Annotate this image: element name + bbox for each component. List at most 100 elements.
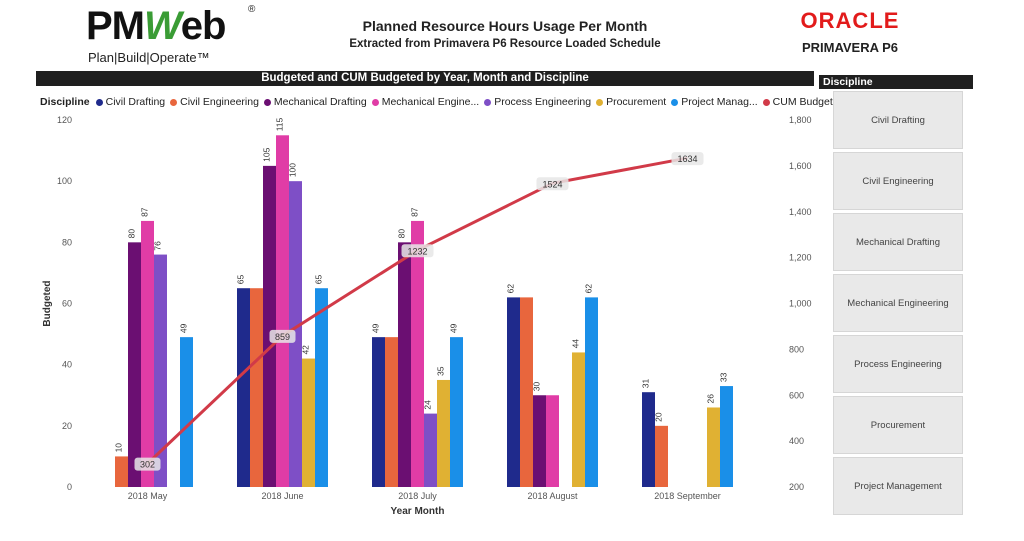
legend-label: CUM Budgeted xyxy=(772,96,845,108)
legend-marker xyxy=(596,98,604,106)
line-label-bg xyxy=(269,329,296,343)
oracle-wordmark: ORACLE xyxy=(800,8,900,33)
bar-data-label: 35 xyxy=(436,366,446,376)
x-tick-label: 2018 May xyxy=(128,491,168,501)
bar-data-label: 87 xyxy=(410,207,420,217)
bar-data-label: 115 xyxy=(275,117,285,131)
bar-data-label: 26 xyxy=(706,394,716,404)
legend-label: Procurement xyxy=(606,96,667,108)
legend-item-cum-budgeted[interactable]: CUM Budgeted xyxy=(762,96,845,108)
slicer-item-mechanical-engineering[interactable]: Mechanical Engineering xyxy=(833,274,963,332)
combo-chart: 0 20 40 60 80 100 120 200 400 600 800 1,000 1,200 1,4… xyxy=(42,115,812,517)
y-tick-label: 100 xyxy=(57,176,72,186)
slicer-item-project-management[interactable]: Project Management xyxy=(833,457,963,515)
bar xyxy=(315,288,328,487)
legend-marker xyxy=(484,98,492,106)
line-data-label: 302 xyxy=(140,460,155,470)
bar xyxy=(180,337,193,487)
legend-item-civil-engineering[interactable]: Civil Engineering xyxy=(170,96,259,108)
y2-tick-label: 1,400 xyxy=(789,207,812,217)
slicer-item-process-engineering[interactable]: Process Engineering xyxy=(833,335,963,393)
slicer-item-procurement[interactable]: Procurement xyxy=(833,396,963,454)
x-tick-label: 2018 July xyxy=(398,491,437,501)
bar-data-label: 42 xyxy=(301,345,311,355)
slicer-title: Discipline xyxy=(819,75,973,89)
legend-marker xyxy=(371,98,379,106)
line-data-label: 859 xyxy=(275,332,290,342)
legend-item-civil-drafting[interactable]: Civil Drafting xyxy=(95,96,166,108)
pmweb-logo: PMWeb ® Plan|Build|Operate™ xyxy=(86,4,266,68)
line-data-label: 1524 xyxy=(542,179,562,189)
bar-data-label: 105 xyxy=(262,147,272,161)
y2-tick-label: 1,800 xyxy=(789,115,812,125)
y-tick-label: 20 xyxy=(62,421,72,431)
bar-data-label: 33 xyxy=(719,372,729,382)
bar xyxy=(424,413,437,487)
line-data-label: 1232 xyxy=(407,246,427,256)
bar-data-label: 62 xyxy=(506,284,516,294)
legend-item-process-engineering[interactable]: Process Engineering xyxy=(484,96,591,108)
bar-data-label: 76 xyxy=(153,241,163,251)
bar-data-label: 10 xyxy=(114,443,124,453)
y2-tick-label: 1,600 xyxy=(789,161,812,171)
y-tick-label: 80 xyxy=(62,237,72,247)
bar xyxy=(372,337,385,487)
bar-data-label: 30 xyxy=(532,382,542,392)
bar-data-label: 100 xyxy=(288,163,298,177)
pmweb-tagline: Plan|Build|Operate™ xyxy=(88,50,210,65)
line-label-bg xyxy=(134,457,161,471)
x-tick-label: 2018 June xyxy=(261,491,303,501)
x-tick-label: 2018 August xyxy=(527,491,578,501)
legend-title: Discipline xyxy=(40,96,90,108)
legend-label: Mechanical Drafting xyxy=(273,96,367,108)
bar xyxy=(520,297,533,487)
bar-data-label: 87 xyxy=(140,207,150,217)
chart-title: Budgeted and CUM Budgeted by Year, Month… xyxy=(36,71,814,86)
chart-legend: Discipline Civil Drafting Civil Engineeri… xyxy=(40,95,849,109)
legend-label: Mechanical Engine... xyxy=(381,96,480,108)
bar xyxy=(237,288,250,487)
legend-label: Project Manag... xyxy=(681,96,758,108)
bar-data-label: 62 xyxy=(584,284,594,294)
legend-item-mechanical-engine[interactable]: Mechanical Engine... xyxy=(371,96,480,108)
legend-label: Process Engineering xyxy=(494,96,592,108)
legend-label: Civil Drafting xyxy=(105,96,166,108)
y2-tick-label: 1,000 xyxy=(789,299,812,309)
legend-item-mechanical-drafting[interactable]: Mechanical Drafting xyxy=(263,96,367,108)
bar-data-label: 49 xyxy=(179,323,189,333)
y-tick-label: 40 xyxy=(62,360,72,370)
discipline-slicer: Civil Drafting Civil Engineering Mechanica… xyxy=(833,91,963,518)
line-label-bg xyxy=(401,244,434,258)
bar-data-label: 49 xyxy=(449,323,459,333)
slicer-item-civil-drafting[interactable]: Civil Drafting xyxy=(833,91,963,149)
bar xyxy=(250,288,263,487)
legend-marker xyxy=(95,98,103,106)
slicer-item-civil-engineering[interactable]: Civil Engineering xyxy=(833,152,963,210)
bar xyxy=(707,407,720,487)
bar xyxy=(572,352,585,487)
bar xyxy=(154,254,167,487)
x-axis-title: Year Month xyxy=(391,506,445,517)
legend-item-project-manag[interactable]: Project Manag... xyxy=(671,96,758,108)
bar xyxy=(411,220,424,488)
bar xyxy=(302,358,315,487)
y2-tick-label: 200 xyxy=(789,482,804,492)
registered-mark: ® xyxy=(248,4,256,15)
pmweb-wordmark: PMWeb xyxy=(86,4,226,48)
legend-marker xyxy=(671,98,679,106)
slicer-item-mechanical-drafting[interactable]: Mechanical Drafting xyxy=(833,213,963,271)
bar-data-label: 65 xyxy=(314,274,324,284)
report-titles: Planned Resource Hours Usage Per Month E… xyxy=(300,18,710,50)
legend-item-procurement[interactable]: Procurement xyxy=(596,96,666,108)
bar-data-label: 65 xyxy=(236,274,246,284)
bar-data-label: 80 xyxy=(397,229,407,239)
page-subtitle: Extracted from Primavera P6 Resource Loa… xyxy=(349,38,661,50)
y2-tick-label: 800 xyxy=(789,344,804,354)
bar xyxy=(141,220,154,488)
bar xyxy=(507,297,520,487)
bar xyxy=(128,242,141,487)
bar xyxy=(450,337,463,487)
bar xyxy=(546,395,559,487)
y-axis-title: Budgeted xyxy=(42,280,53,326)
line-data-label: 1634 xyxy=(677,154,697,164)
